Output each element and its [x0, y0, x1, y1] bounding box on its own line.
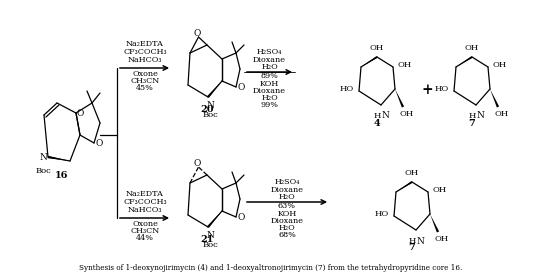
- Text: Dioxane: Dioxane: [253, 87, 286, 95]
- Text: OH: OH: [465, 44, 479, 52]
- Text: N: N: [39, 153, 47, 162]
- Text: OH: OH: [370, 44, 384, 52]
- Text: H₂SO₄: H₂SO₄: [274, 178, 300, 186]
- Text: O: O: [237, 82, 245, 91]
- Polygon shape: [361, 56, 377, 67]
- Text: CF₃COCH₃: CF₃COCH₃: [123, 48, 167, 56]
- Text: Dioxane: Dioxane: [270, 217, 304, 225]
- Text: NaHCO₃: NaHCO₃: [128, 56, 162, 64]
- Text: CH₃CN: CH₃CN: [130, 227, 160, 235]
- Polygon shape: [430, 214, 439, 233]
- Text: H₂SO₄: H₂SO₄: [257, 48, 282, 56]
- Text: KOH: KOH: [277, 210, 296, 218]
- Text: 44%: 44%: [136, 234, 154, 242]
- Text: OH: OH: [493, 61, 507, 69]
- Text: Na₂EDTA: Na₂EDTA: [126, 40, 164, 48]
- Text: NaHCO₃: NaHCO₃: [128, 206, 162, 214]
- Text: N: N: [381, 111, 389, 120]
- Text: Oxone: Oxone: [132, 70, 158, 78]
- Text: 20: 20: [200, 105, 214, 114]
- Text: HO: HO: [435, 85, 449, 93]
- Text: Boc: Boc: [35, 167, 51, 175]
- Text: Dioxane: Dioxane: [253, 56, 286, 64]
- Text: H: H: [468, 112, 476, 120]
- Text: OH: OH: [495, 110, 509, 118]
- Text: N: N: [476, 111, 484, 120]
- Text: O: O: [194, 28, 201, 37]
- Text: N: N: [206, 230, 214, 239]
- Text: KOH: KOH: [260, 80, 279, 88]
- Text: 7: 7: [469, 118, 475, 127]
- Polygon shape: [207, 81, 222, 98]
- Text: 89%: 89%: [261, 72, 279, 80]
- Polygon shape: [207, 211, 222, 228]
- Polygon shape: [395, 89, 404, 108]
- Text: Synthesis of 1-deoxynojirimycin (4) and 1-deoxyaltronojirimycin (7) from the tet: Synthesis of 1-deoxynojirimycin (4) and …: [79, 264, 463, 272]
- Polygon shape: [490, 89, 499, 108]
- Text: CF₃COCH₃: CF₃COCH₃: [123, 198, 167, 206]
- Text: +: +: [421, 83, 433, 97]
- Text: H: H: [408, 237, 416, 245]
- Text: O: O: [96, 138, 103, 147]
- Text: 7: 7: [409, 244, 415, 253]
- Text: OH: OH: [405, 169, 419, 177]
- Text: H₂O: H₂O: [279, 224, 295, 232]
- Text: HO: HO: [375, 210, 389, 218]
- Text: N: N: [206, 100, 214, 109]
- Text: 68%: 68%: [278, 231, 296, 239]
- Text: Boc: Boc: [202, 111, 218, 119]
- Text: Dioxane: Dioxane: [270, 186, 304, 194]
- Text: 21: 21: [200, 236, 214, 245]
- Text: CH₃CN: CH₃CN: [130, 77, 160, 85]
- Text: H₂O: H₂O: [261, 63, 278, 71]
- Text: O: O: [194, 159, 201, 168]
- Text: O: O: [237, 212, 245, 221]
- Text: H₂O: H₂O: [279, 193, 295, 201]
- Text: OH: OH: [435, 235, 449, 243]
- Text: 99%: 99%: [261, 101, 279, 109]
- Text: 4: 4: [374, 118, 381, 127]
- Text: OH: OH: [433, 186, 447, 194]
- Text: Na₂EDTA: Na₂EDTA: [126, 190, 164, 198]
- Text: Boc: Boc: [202, 241, 218, 249]
- Text: OH: OH: [400, 110, 414, 118]
- Text: HO: HO: [340, 85, 354, 93]
- Text: 16: 16: [55, 171, 68, 180]
- Text: N: N: [416, 236, 424, 245]
- Text: OH: OH: [398, 61, 412, 69]
- Text: H: H: [374, 112, 381, 120]
- Polygon shape: [396, 181, 413, 192]
- Text: O: O: [77, 108, 84, 117]
- Text: Oxone: Oxone: [132, 220, 158, 228]
- Polygon shape: [456, 56, 472, 67]
- Text: H₂O: H₂O: [261, 94, 278, 102]
- Polygon shape: [48, 156, 70, 161]
- Text: 45%: 45%: [136, 84, 154, 92]
- Text: 63%: 63%: [278, 202, 296, 210]
